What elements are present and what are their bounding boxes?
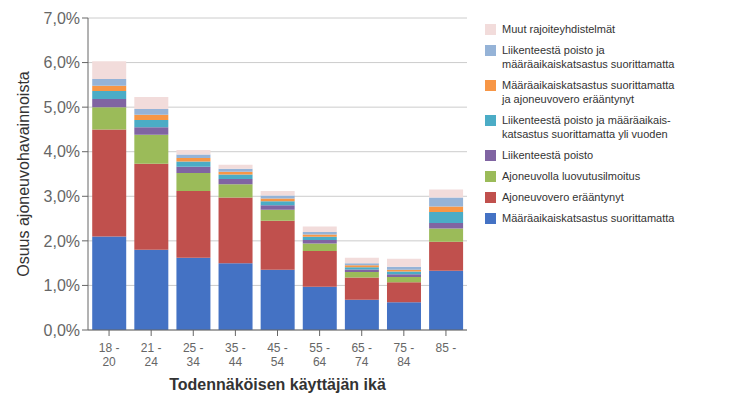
svg-text:5,0%: 5,0% (44, 99, 80, 116)
html-text:Liikenteestä poisto ja määräai: Liikenteestä poisto ja määräaikaiskatsas… (502, 44, 675, 70)
svg-text:1,0%: 1,0% (44, 277, 80, 294)
svg-text:Osuus ajoneuvohavainnoista: Osuus ajoneuvohavainnoista (15, 71, 32, 277)
svg-text:4,0%: 4,0% (44, 143, 80, 160)
svg-text:75 -84: 75 -84 (393, 341, 414, 369)
svg-text:6,0%: 6,0% (44, 54, 80, 71)
html-text:Ajoneuvovero erääntynyt: Ajoneuvovero erääntynyt (502, 191, 624, 203)
svg-text:3,0%: 3,0% (44, 188, 80, 205)
html-text:Määräaikaiskatsastus suorittam: Määräaikaiskatsastus suorittamatta (502, 212, 675, 224)
svg-text:85 -: 85 - (436, 341, 457, 355)
svg-text:45 -54: 45 -54 (267, 341, 288, 369)
svg-text:7,0%: 7,0% (44, 10, 80, 27)
svg-text:55 -64: 55 -64 (309, 341, 330, 369)
svg-text:21 -24: 21 -24 (141, 341, 162, 369)
html-text:Liikenteestä poisto: Liikenteestä poisto (502, 149, 594, 161)
svg-text:65 -74: 65 -74 (351, 341, 372, 369)
svg-text:2,0%: 2,0% (44, 233, 80, 250)
html-text:Liikenteestä poisto ja määräai: Liikenteestä poisto ja määräaikais- kats… (502, 114, 671, 140)
svg-text:Todennäköisen käyttäjän ikä: Todennäköisen käyttäjän ikä (169, 376, 386, 393)
html-text:Muut rajoiteyhdistelmät: Muut rajoiteyhdistelmät (502, 23, 616, 35)
svg-text:25 -34: 25 -34 (183, 341, 204, 369)
html-text:Määräaikaiskatsastus suorittam: Määräaikaiskatsastus suorittamatta ja aj… (502, 79, 675, 105)
svg-text:35 -44: 35 -44 (225, 341, 246, 369)
svg-text:0,0%: 0,0% (44, 322, 80, 339)
svg-text:18 -20: 18 -20 (99, 341, 120, 369)
html-text:Ajoneuvolla luovutusilmoitus: Ajoneuvolla luovutusilmoitus (502, 170, 641, 182)
